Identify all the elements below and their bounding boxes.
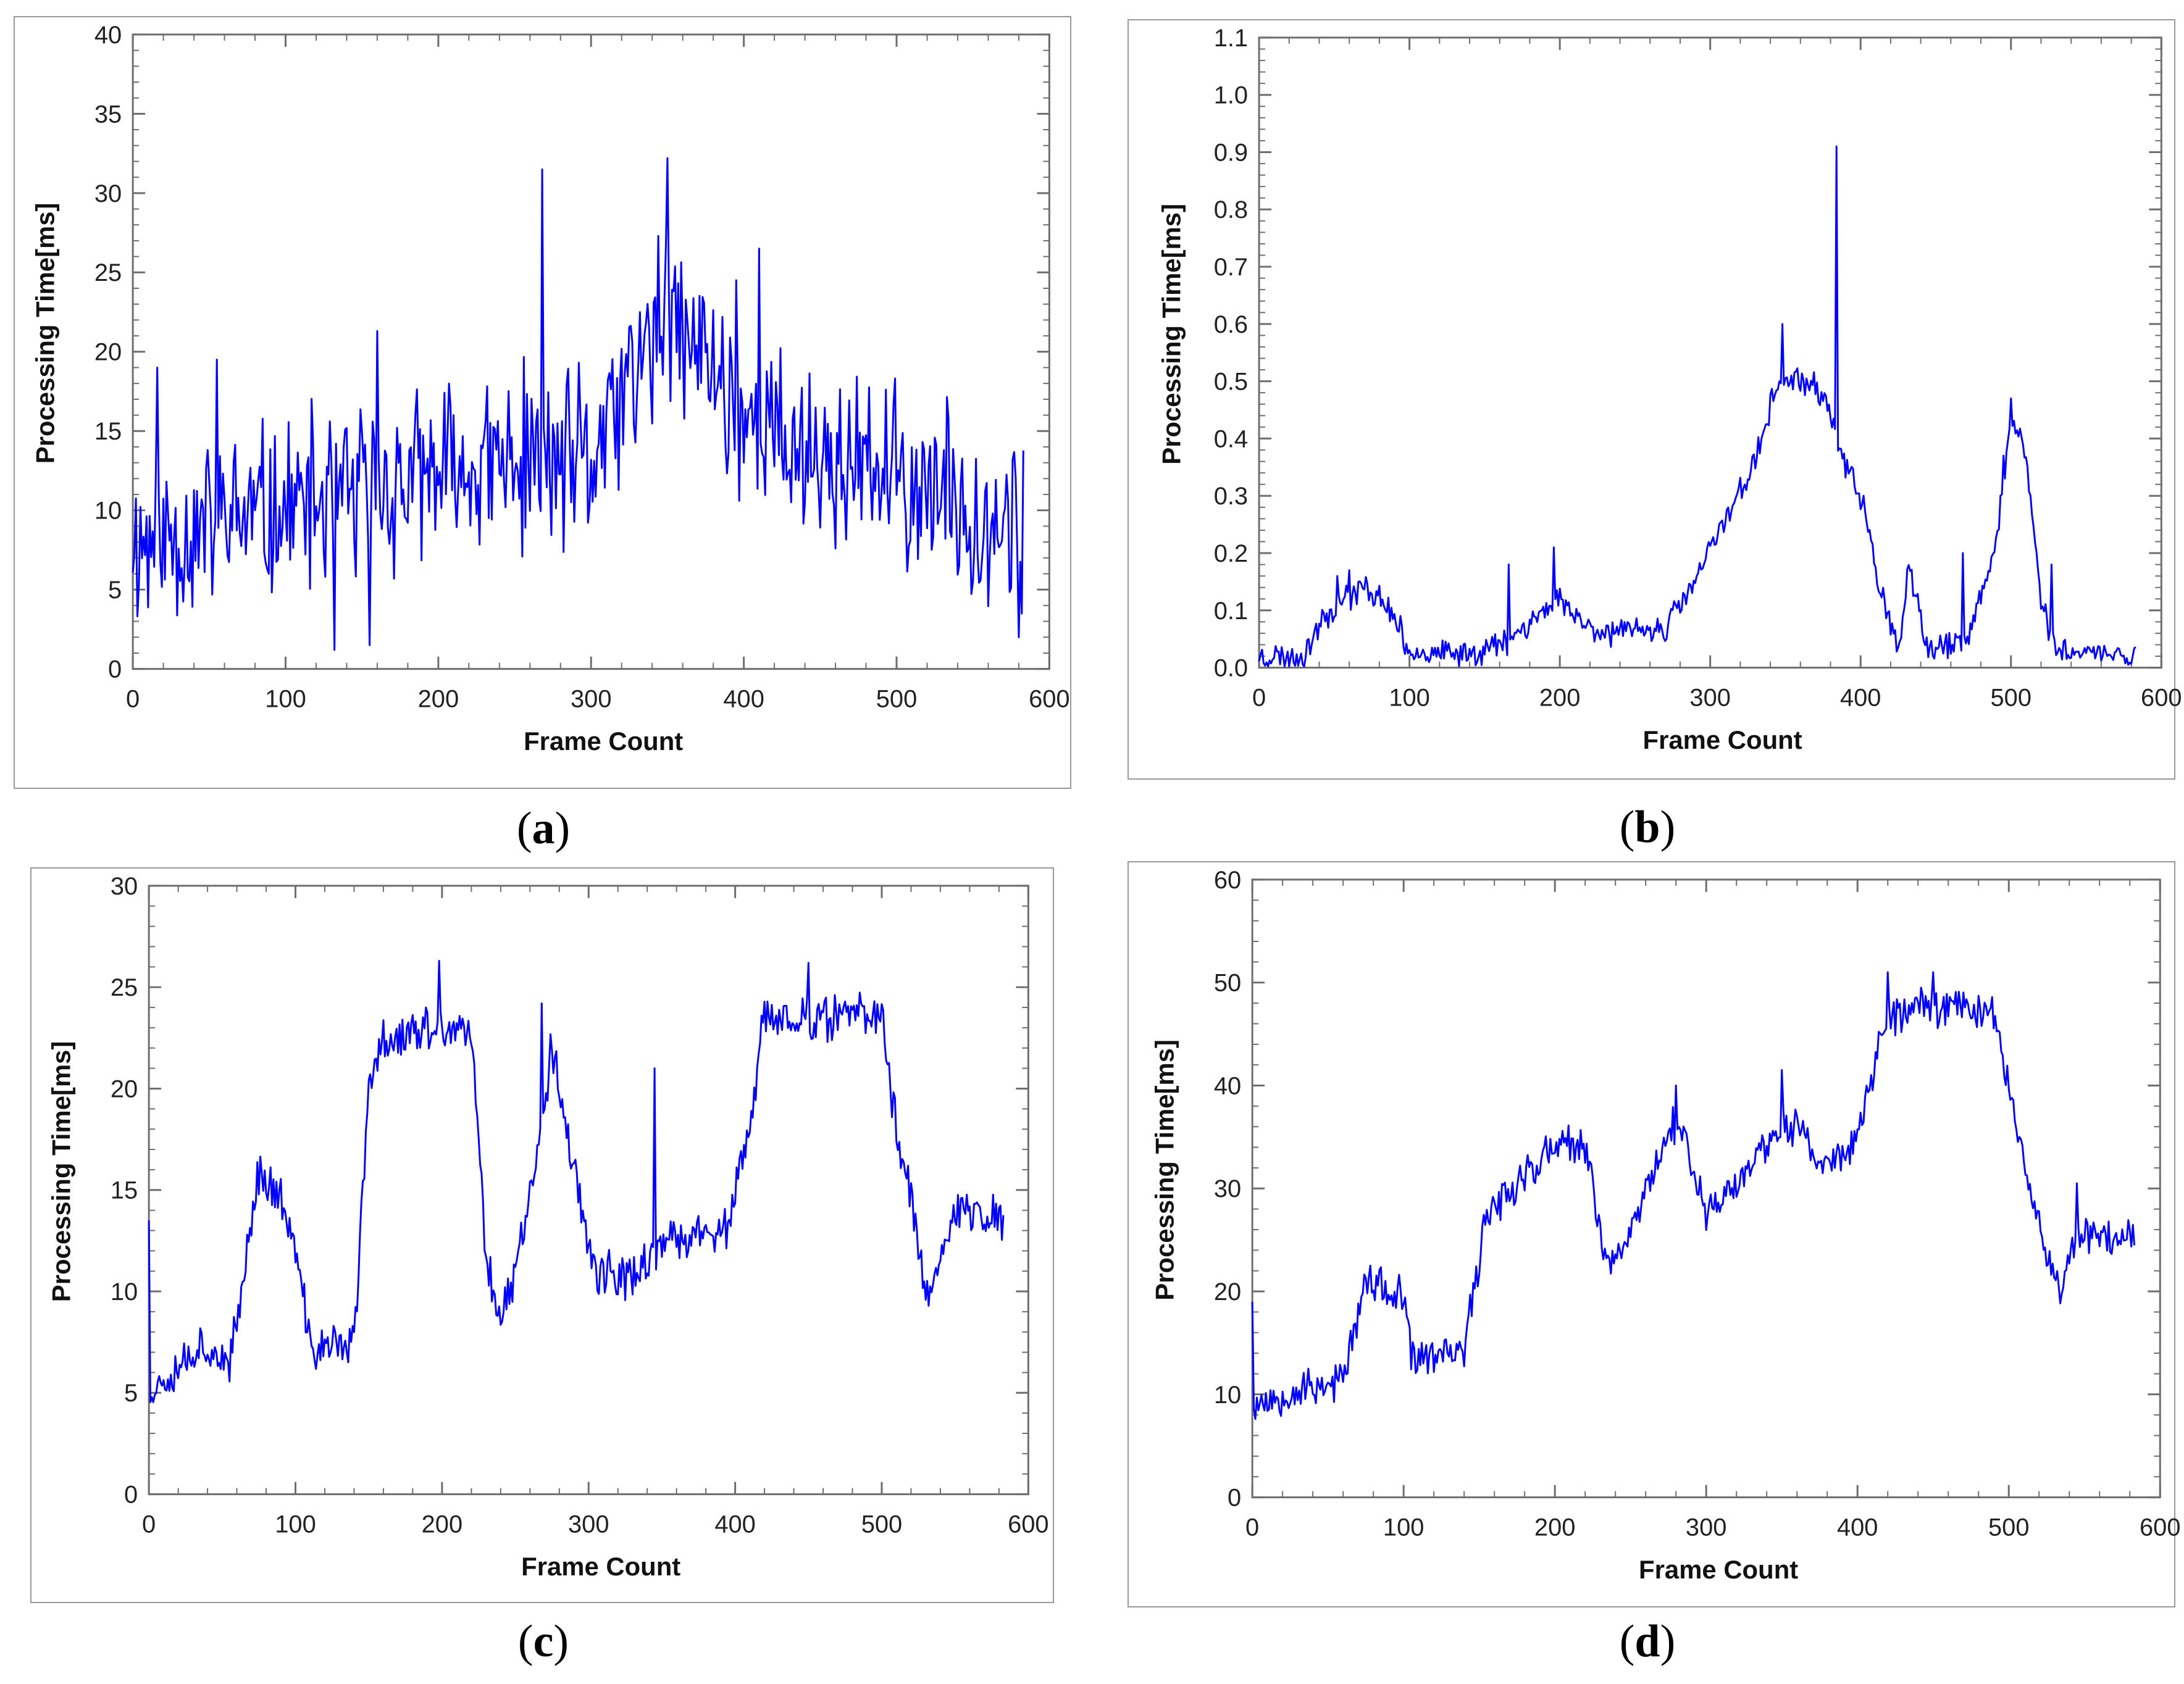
chart-a-series-line xyxy=(132,157,1024,651)
chart-c-y-tick-label: 30 xyxy=(111,873,138,900)
chart-d-x-tick-label: 0 xyxy=(1245,1514,1259,1541)
chart-b-y-tick-label: 0.7 xyxy=(1214,254,1248,281)
chart-c-series-line xyxy=(148,960,1005,1403)
chart-d-x-tick-label: 500 xyxy=(1988,1514,2030,1541)
chart-a-x-tick-label: 400 xyxy=(723,685,764,712)
chart-b-y-tick-label: 0.6 xyxy=(1214,311,1248,338)
caption-b: (b) xyxy=(1619,802,1676,852)
chart-d-x-tick-label: 600 xyxy=(2140,1514,2181,1541)
chart-c-x-tick-label: 0 xyxy=(142,1511,156,1538)
chart-b-y-tick-label: 0.0 xyxy=(1214,655,1248,682)
chart-c-y-tick-label: 25 xyxy=(111,974,138,1001)
chart-d-x-axis-title: Frame Count xyxy=(1639,1555,1798,1584)
chart-d-y-axis-title: Processing Time[ms] xyxy=(1150,1040,1179,1301)
chart-b-y-tick-label: 0.8 xyxy=(1214,196,1248,223)
chart-c-y-tick-label: 20 xyxy=(111,1075,138,1103)
chart-c-x-tick-label: 200 xyxy=(422,1511,463,1538)
chart-panel-c: 0 100 200 300 400 500 600 0 5 10 15 20 25 30 Frame Cou… xyxy=(30,867,1054,1603)
chart-c-x-axis-title: Frame Count xyxy=(521,1552,680,1581)
caption-d: (d) xyxy=(1619,1616,1676,1667)
chart-a-y-tick-label: 15 xyxy=(94,418,122,445)
chart-a-x-tick-label: 200 xyxy=(418,685,459,712)
chart-c-x-tick-label: 600 xyxy=(1008,1511,1049,1538)
chart-d-x-tick-label: 400 xyxy=(1837,1514,1878,1541)
chart-b-y-tick-label: 1.1 xyxy=(1214,25,1248,52)
chart-d-x-tick-label: 200 xyxy=(1534,1514,1576,1541)
chart-d-y-tick-label: 30 xyxy=(1214,1175,1241,1203)
chart-b-svg: 0 100 200 300 400 500 600 0.0 0.1 0.2 0.3 0.4 0.5 0.6… xyxy=(1157,25,2182,754)
chart-a-x-tick-label: 0 xyxy=(126,685,140,712)
caption-c: (c) xyxy=(517,1616,569,1667)
chart-b-y-tick-label: 0.5 xyxy=(1214,369,1248,396)
chart-b-y-tick-label: 0.1 xyxy=(1214,598,1248,625)
chart-b-series-line xyxy=(1258,145,2136,668)
chart-panel-b: 0 100 200 300 400 500 600 0.0 0.1 0.2 0.3 0.4 0.5 0.6… xyxy=(1128,19,2182,780)
chart-b-y-tick-label: 1.0 xyxy=(1214,82,1248,109)
chart-b-y-tick-label: 0.4 xyxy=(1214,425,1248,452)
chart-c-y-axis-title: Processing Time[ms] xyxy=(47,1041,76,1302)
chart-a-y-tick-label: 20 xyxy=(94,339,122,366)
chart-d-y-tick-label: 20 xyxy=(1214,1278,1241,1306)
chart-d-y-tick-label: 0 xyxy=(1228,1485,1241,1512)
chart-b-plot-frame xyxy=(1258,36,2162,669)
chart-a-y-tick-label: 40 xyxy=(94,22,122,49)
chart-a-y-tick-label: 25 xyxy=(94,259,122,286)
chart-b-x-tick-label: 100 xyxy=(1389,684,1430,711)
chart-b-y-tick-label: 0.2 xyxy=(1214,540,1248,567)
chart-a-y-tick-label: 10 xyxy=(94,498,122,525)
chart-a-x-tick-label: 500 xyxy=(876,685,918,712)
chart-a-y-axis-title: Processing Time[ms] xyxy=(31,203,60,464)
chart-a-svg: 0 100 200 300 400 500 600 0 5 10 15 20 25 30 35 40 Frame… xyxy=(31,22,1070,756)
chart-b-x-tick-label: 0 xyxy=(1252,684,1266,711)
chart-panel-d: 0 100 200 300 400 500 600 0 10 20 30 40 50 60 Frame Co… xyxy=(1128,861,2181,1607)
chart-a-x-axis-title: Frame Count xyxy=(524,727,683,756)
chart-a-x-tick-label: 600 xyxy=(1029,685,1070,712)
chart-b-x-tick-label: 300 xyxy=(1689,684,1731,711)
chart-c-y-tick-label: 0 xyxy=(124,1482,138,1509)
chart-c-y-tick-label: 10 xyxy=(111,1278,138,1306)
chart-d-y-tick-label: 60 xyxy=(1214,867,1241,894)
chart-b-y-tick-label: 0.9 xyxy=(1214,139,1248,166)
chart-d-y-tick-label: 50 xyxy=(1214,970,1241,997)
chart-d-y-tick-label: 40 xyxy=(1214,1072,1241,1099)
chart-d-series-line xyxy=(1251,971,2136,1420)
chart-c-svg: 0 100 200 300 400 500 600 0 5 10 15 20 25 30 Frame Cou… xyxy=(47,873,1049,1581)
chart-a-y-tick-label: 30 xyxy=(94,180,122,207)
chart-b-y-tick-label: 0.3 xyxy=(1214,483,1248,510)
chart-a-plot-frame xyxy=(132,33,1050,670)
chart-c-x-tick-label: 300 xyxy=(568,1511,609,1538)
chart-a-y-tick-label: 5 xyxy=(108,577,122,604)
chart-b-x-axis-title: Frame Count xyxy=(1643,725,1802,754)
chart-c-x-tick-label: 400 xyxy=(714,1511,756,1538)
chart-c-y-tick-label: 15 xyxy=(111,1177,138,1204)
caption-a: (a) xyxy=(516,803,571,854)
chart-a-x-tick-label: 100 xyxy=(265,685,306,712)
chart-c-x-tick-label: 500 xyxy=(861,1511,903,1538)
chart-b-x-tick-label: 600 xyxy=(2141,684,2182,711)
chart-b-x-tick-label: 500 xyxy=(1991,684,2032,711)
chart-d-svg: 0 100 200 300 400 500 600 0 10 20 30 40 50 60 Frame Co… xyxy=(1150,867,2181,1584)
chart-c-y-tick-label: 5 xyxy=(124,1380,138,1407)
chart-panel-a: 0 100 200 300 400 500 600 0 5 10 15 20 25 30 35 40 Frame… xyxy=(14,16,1071,789)
chart-a-y-tick-label: 0 xyxy=(108,656,122,683)
chart-b-x-tick-label: 200 xyxy=(1539,684,1581,711)
chart-d-y-tick-label: 10 xyxy=(1214,1382,1241,1409)
chart-b-x-tick-label: 400 xyxy=(1840,684,1881,711)
chart-d-x-tick-label: 100 xyxy=(1383,1514,1425,1541)
chart-b-y-axis-title: Processing Time[ms] xyxy=(1157,204,1186,465)
chart-a-y-tick-label: 35 xyxy=(94,101,122,128)
chart-a-x-tick-label: 300 xyxy=(571,685,612,712)
chart-d-plot-frame xyxy=(1251,878,2161,1499)
chart-c-x-tick-label: 100 xyxy=(275,1511,316,1538)
chart-d-x-tick-label: 300 xyxy=(1686,1514,1727,1541)
